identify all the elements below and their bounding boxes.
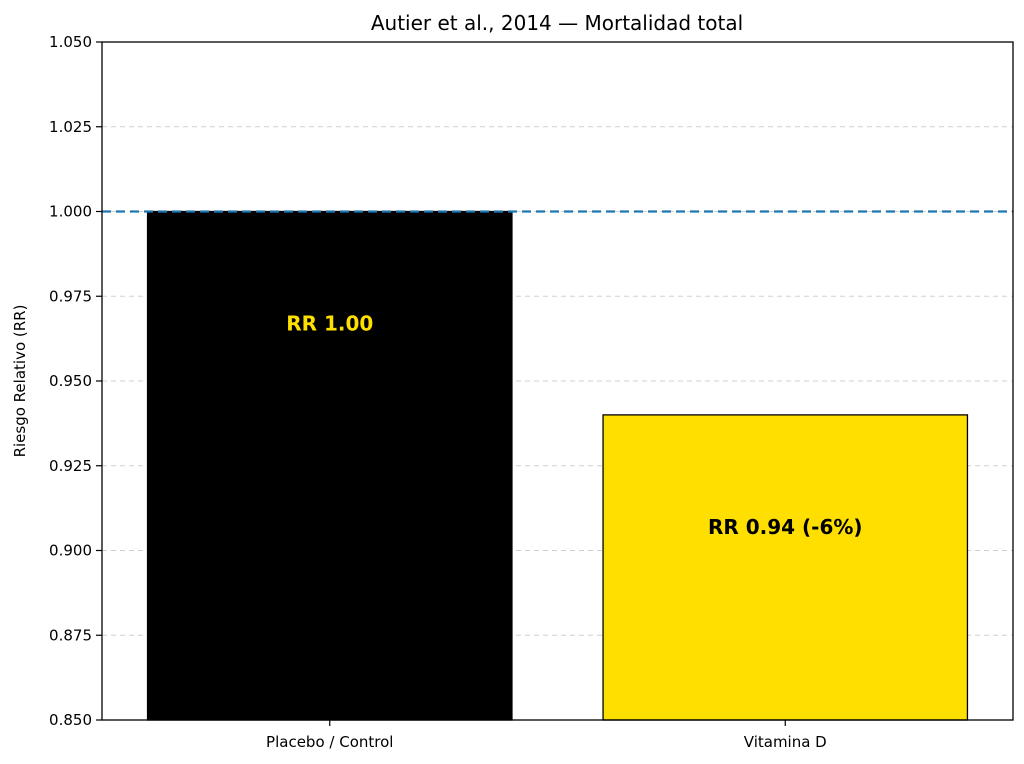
data-label: RR 1.00	[286, 311, 373, 335]
y-axis-ticks: 0.850 0.875 0.900 0.925 0.950 0.975 1.000 1.025…	[49, 33, 102, 729]
y-tick-label: 1.025	[49, 118, 92, 136]
bars	[146, 210, 969, 721]
y-tick-label: 0.850	[49, 711, 92, 729]
y-tick-label: 0.950	[49, 372, 92, 390]
data-label: RR 0.94 (-6%)	[708, 515, 863, 539]
y-axis-label: Riesgo Relativo (RR)	[11, 305, 29, 458]
x-tick-label: Placebo / Control	[266, 733, 393, 751]
y-tick-label: 0.975	[49, 287, 92, 305]
y-tick-label: 0.875	[49, 626, 92, 644]
y-tick-label: 0.900	[49, 542, 92, 560]
x-axis-ticks: Placebo / Control Vitamina D	[266, 720, 827, 751]
bar-0	[146, 210, 513, 721]
data-labels: RR 1.00 RR 0.94 (-6%)	[286, 311, 862, 538]
y-tick-label: 0.925	[49, 457, 92, 475]
bar-1	[602, 414, 969, 721]
chart-title: Autier et al., 2014 — Mortalidad total	[371, 11, 743, 35]
y-tick-label: 1.050	[49, 33, 92, 51]
y-tick-label: 1.000	[49, 203, 92, 221]
x-tick-label: Vitamina D	[744, 733, 827, 751]
